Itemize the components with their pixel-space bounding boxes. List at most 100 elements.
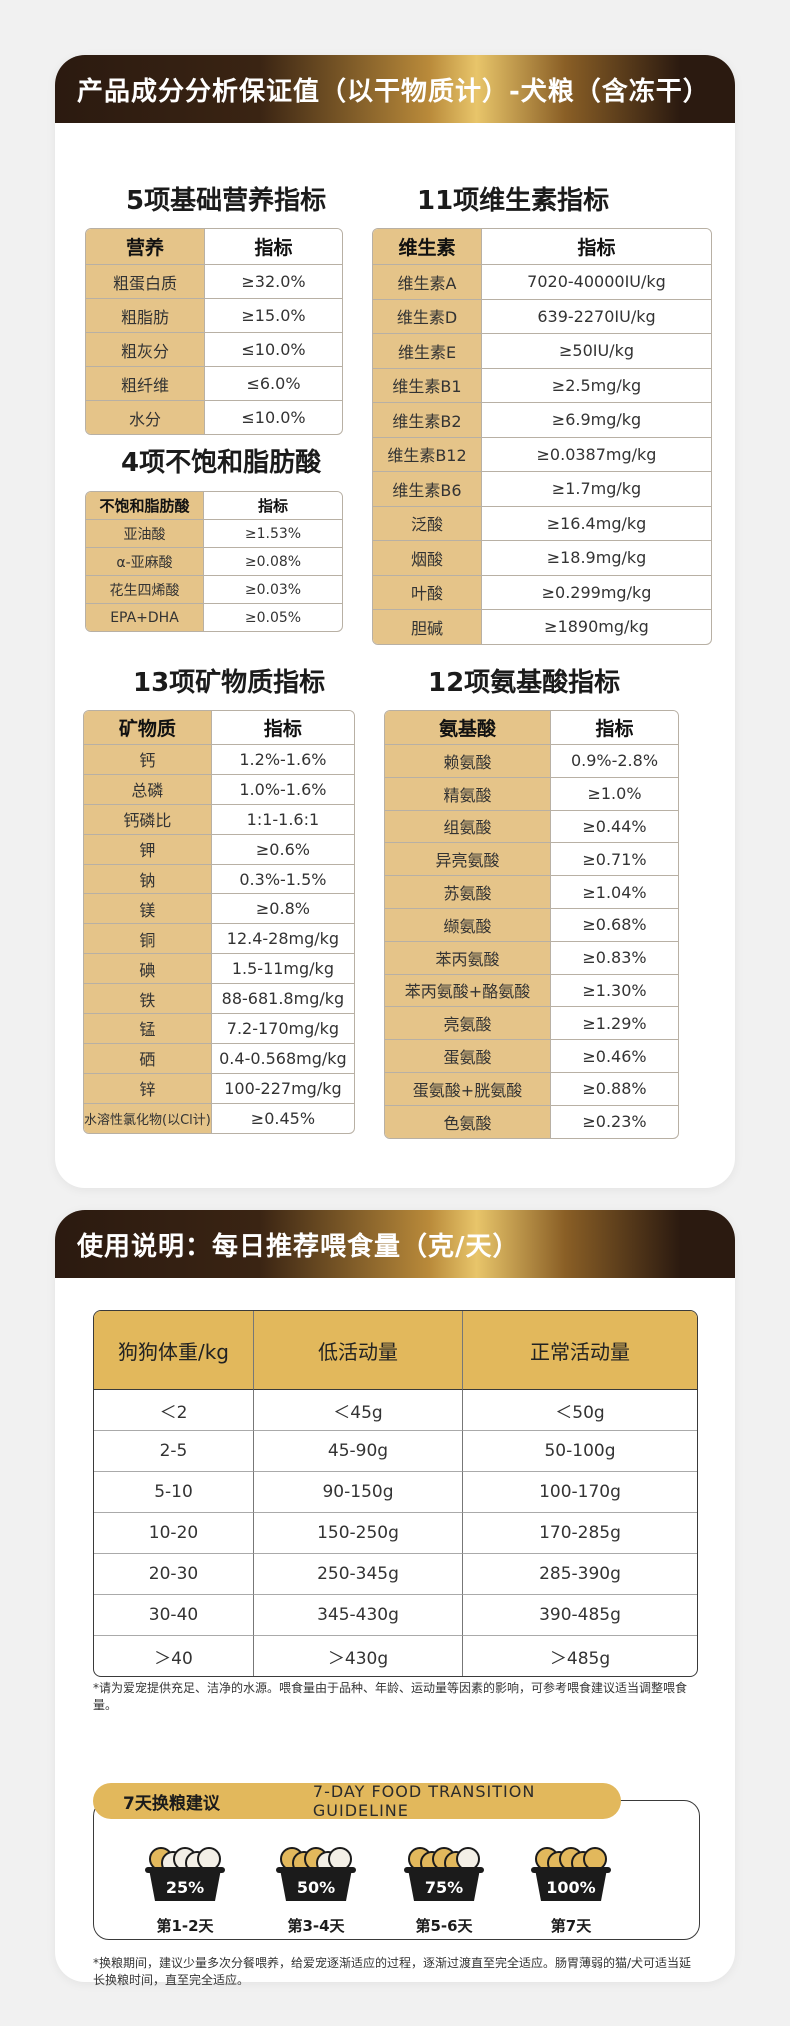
- table-header: 不饱和脂肪酸 指标: [86, 492, 342, 520]
- feeding-cell: 20-30: [94, 1554, 254, 1595]
- row-value: ≥0.68%: [551, 909, 678, 942]
- row-name: 缬氨酸: [385, 908, 551, 942]
- row-value: ≥16.4mg/kg: [482, 507, 711, 541]
- row-name: 铁: [84, 984, 212, 1015]
- row-name: 泛酸: [373, 506, 482, 541]
- table-row: 粗纤维 ≤6.0%: [86, 367, 342, 401]
- row-value: 639-2270IU/kg: [482, 300, 711, 334]
- table-row: 维生素E ≥50IU/kg: [373, 334, 711, 369]
- feeding-header: 狗狗体重/kg 低活动量 正常活动量: [94, 1311, 697, 1390]
- table-row: 20-30 250-345g 285-390g: [94, 1554, 697, 1595]
- row-name: 赖氨酸: [385, 745, 551, 778]
- row-value: 1:1-1.6:1: [211, 805, 354, 835]
- nutrition-card: 产品成分分析保证值（以干物质计）-犬粮（含冻干） 5项基础营养指标 11项维生素…: [55, 55, 735, 1188]
- nutrition-banner: 产品成分分析保证值（以干物质计）-犬粮（含冻干）: [55, 55, 735, 123]
- header-value: 指标: [551, 711, 678, 745]
- table-header: 维生素 指标: [373, 229, 711, 265]
- table-row: 钙 1.2%-1.6%: [84, 745, 354, 775]
- feeding-cell: 285-390g: [463, 1554, 697, 1595]
- row-name: 维生素B2: [373, 403, 482, 438]
- row-value: ≤6.0%: [205, 367, 342, 401]
- row-value: ≥1.30%: [551, 975, 678, 1008]
- feeding-banner: 使用说明：每日推荐喂食量（克/天）: [55, 1210, 735, 1278]
- row-value: ≥0.88%: [551, 1073, 678, 1106]
- fatty-title: 4项不饱和脂肪酸: [121, 448, 322, 478]
- feeding-cell: ＜2: [94, 1390, 254, 1431]
- row-value: ≥1.04%: [551, 876, 678, 909]
- row-name: 粗灰分: [86, 333, 205, 367]
- header-name: 不饱和脂肪酸: [86, 492, 204, 520]
- table-row: 粗脂肪 ≥15.0%: [86, 299, 342, 333]
- row-value: 0.3%-1.5%: [211, 865, 354, 895]
- row-name: 蛋氨酸: [385, 1040, 551, 1073]
- row-value: ≥50IU/kg: [482, 334, 711, 369]
- table-row: 亚油酸 ≥1.53%: [86, 520, 342, 548]
- table-row: 维生素B6 ≥1.7mg/kg: [373, 472, 711, 507]
- row-name: 异亮氨酸: [385, 843, 551, 877]
- step-label: 第3-4天: [287, 1917, 345, 1935]
- feeding-cell: 2-5: [94, 1431, 254, 1472]
- table-row: 异亮氨酸 ≥0.71%: [385, 843, 678, 877]
- row-value: ≥0.44%: [551, 811, 678, 844]
- feeding-cell: 100-170g: [463, 1472, 697, 1513]
- amino-table: 氨基酸 指标 赖氨酸 0.9%-2.8% 精氨酸 ≥1.0% 组氨酸 ≥0.44% 异亮氨酸 ≥0…: [384, 710, 679, 1139]
- row-name: 苯丙氨酸+酪氨酸: [385, 974, 551, 1008]
- feeding-cell: ＞430g: [254, 1636, 463, 1676]
- step-label: 第1-2天: [156, 1917, 214, 1935]
- table-row: 钙磷比 1:1-1.6:1: [84, 804, 354, 835]
- row-name: 花生四烯酸: [86, 576, 204, 604]
- feeding-cell: 30-40: [94, 1595, 254, 1636]
- row-value: ≥0.83%: [551, 942, 678, 975]
- table-row: ＞40 ＞430g ＞485g: [94, 1636, 697, 1676]
- header-value: 指标: [204, 492, 342, 520]
- transition-header: 7天换粮建议 7-DAY FOOD TRANSITION GUIDELINE: [93, 1782, 621, 1820]
- food-bowl-icon: 75%: [404, 1847, 484, 1901]
- vitamin-title: 11项维生素指标: [417, 186, 610, 216]
- table-row: 2-5 45-90g 50-100g: [94, 1431, 697, 1472]
- row-value: ≥1.29%: [551, 1007, 678, 1041]
- table-row: 精氨酸 ≥1.0%: [385, 777, 678, 811]
- table-row: 维生素B12 ≥0.0387mg/kg: [373, 437, 711, 472]
- table-row: 总磷 1.0%-1.6%: [84, 774, 354, 805]
- row-value: ≥1890mg/kg: [544, 617, 649, 637]
- row-value: ≥0.23%: [582, 1112, 647, 1132]
- row-name: 烟酸: [373, 541, 482, 576]
- table-row: 组氨酸 ≥0.44%: [385, 810, 678, 844]
- row-name: 水溶性氯化物(以Cl计): [84, 1103, 212, 1133]
- feeding-cell: 10-20: [94, 1513, 254, 1554]
- row-name: 叶酸: [373, 575, 482, 610]
- row-name: 维生素E: [373, 334, 482, 369]
- transition-step: 25% 第1-2天: [135, 1845, 235, 1936]
- row-value: ≥0.0387mg/kg: [482, 438, 711, 472]
- row-name: 组氨酸: [385, 810, 551, 844]
- row-value: ≥0.03%: [204, 576, 342, 604]
- table-row: 花生四烯酸 ≥0.03%: [86, 576, 342, 604]
- row-value: ≥0.46%: [551, 1040, 678, 1073]
- fatty-table: 不饱和脂肪酸 指标 亚油酸 ≥1.53% α-亚麻酸 ≥0.08% 花生四烯酸 ≥0.03% E…: [85, 491, 343, 632]
- row-value: 100-227mg/kg: [211, 1074, 354, 1104]
- row-value: ≥0.6%: [211, 835, 354, 865]
- row-value: ≥32.0%: [205, 265, 342, 299]
- table-row: 烟酸 ≥18.9mg/kg: [373, 541, 711, 576]
- table-row: 蛋氨酸 ≥0.46%: [385, 1040, 678, 1073]
- transition-title-en: 7-DAY FOOD TRANSITION GUIDELINE: [312, 1782, 536, 1820]
- step-percent: 75%: [425, 1878, 463, 1897]
- feeding-cell: 45-90g: [254, 1431, 463, 1472]
- header-name: 维生素: [373, 229, 482, 265]
- header-value: 指标: [482, 229, 711, 265]
- transition-step: 75% 第5-6天: [394, 1845, 494, 1936]
- row-name: 钙: [84, 745, 212, 775]
- row-value: 7.2-170mg/kg: [211, 1014, 354, 1044]
- row-value: ≥0.05%: [244, 609, 302, 626]
- table-row: 苯丙氨酸+酪氨酸 ≥1.30%: [385, 974, 678, 1008]
- row-name: 色氨酸: [385, 1105, 551, 1138]
- food-bowl-icon: 100%: [531, 1847, 611, 1901]
- feeding-header-cell: 正常活动量: [463, 1311, 697, 1390]
- row-name: 粗脂肪: [86, 299, 205, 333]
- row-value: ≥0.08%: [204, 548, 342, 576]
- row-name: 粗蛋白质: [86, 265, 205, 299]
- step-percent: 100%: [546, 1878, 595, 1897]
- table-row: 维生素B2 ≥6.9mg/kg: [373, 403, 711, 438]
- row-value: ≥1.53%: [204, 520, 342, 548]
- basic-title: 5项基础营养指标: [126, 186, 327, 216]
